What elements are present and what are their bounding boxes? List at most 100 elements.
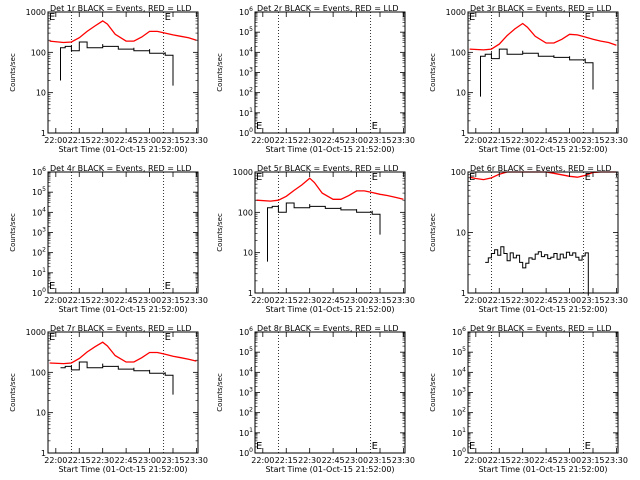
x-tick-label: 22:15 (68, 136, 91, 145)
x-axis-label: Start Time (01-Oct-15 21:52:00) (58, 145, 187, 154)
y-tick-label: 100 (238, 208, 253, 217)
x-tick-label: 22:30 (298, 296, 321, 305)
x-tick-label: 23:30 (185, 136, 208, 145)
x-tick-label: 22:45 (535, 456, 558, 465)
detector-panel: Det 9r BLACK = Events, RED = LLD 100 101 10… (429, 324, 628, 474)
x-tick-label: 22:00 (464, 456, 487, 465)
y-tick-label: 10 (456, 89, 466, 98)
x-tick-label: 23:15 (581, 456, 604, 465)
y-tick-label: 1 (41, 129, 46, 138)
y-axis-label: Counts/sec (9, 373, 17, 412)
x-tick-label: 22:30 (511, 456, 534, 465)
x-tick-label: 22:30 (91, 136, 114, 145)
y-tick-label: 1 (248, 289, 253, 298)
plot-frame (254, 11, 406, 134)
y-tick-label: 103 (239, 67, 253, 78)
y-tick-label: 104 (239, 46, 253, 57)
x-tick-label: 23:15 (161, 456, 184, 465)
panel-title: Det 2r BLACK = Events, RED = LLD (257, 4, 399, 13)
y-tick-label: 1 (461, 289, 466, 298)
y-tick-label: 100 (451, 48, 466, 57)
y-tick-label: 1 (461, 129, 466, 138)
y-tick-label: 101 (239, 107, 253, 118)
plot-frame (467, 171, 619, 294)
y-tick-label: 1000 (233, 168, 253, 177)
plot-frame (254, 171, 406, 294)
y-tick-label: 104 (452, 366, 466, 377)
y-tick-label: 105 (239, 26, 253, 37)
x-tick-label: 22:45 (322, 296, 345, 305)
x-axis-label: Start Time (01-Oct-15 21:52:00) (265, 145, 394, 154)
x-tick-label: 23:00 (558, 456, 581, 465)
x-tick-label: 23:00 (345, 456, 368, 465)
x-tick-label: 22:15 (275, 296, 298, 305)
lld-series-line (469, 22, 617, 51)
y-tick-label: 1000 (446, 8, 466, 17)
event-marker-label: E (256, 121, 262, 132)
x-tick-label: 22:00 (464, 296, 487, 305)
x-tick-label: 22:15 (488, 136, 511, 145)
x-tick-label: 23:00 (558, 136, 581, 145)
detector-panel: Det 5r BLACK = Events, RED = LLD 1 10 100 10… (216, 164, 415, 314)
event-marker-label: E (372, 172, 378, 183)
plot-frame (254, 331, 406, 454)
x-tick-label: 23:00 (558, 296, 581, 305)
y-tick-label: 105 (32, 186, 46, 197)
panel-title: Det 8r BLACK = Events, RED = LLD (257, 324, 399, 333)
x-tick-label: 22:15 (275, 136, 298, 145)
y-tick-label: 102 (239, 407, 253, 418)
x-tick-label: 22:45 (535, 136, 558, 145)
x-tick-label: 23:15 (368, 456, 391, 465)
x-tick-label: 22:45 (115, 456, 138, 465)
x-axis-label: Start Time (01-Oct-15 21:52:00) (265, 305, 394, 314)
y-tick-label: 106 (32, 166, 46, 177)
y-tick-label: 100 (239, 127, 253, 138)
y-tick-label: 105 (239, 346, 253, 357)
event-marker-label: E (372, 441, 378, 452)
detector-panel: Det 4r BLACK = Events, RED = LLD 100 101 10… (9, 164, 208, 314)
x-tick-label: 23:30 (605, 136, 628, 145)
x-tick-label: 23:30 (185, 456, 208, 465)
x-tick-label: 22:00 (464, 136, 487, 145)
plot-frame (467, 331, 619, 454)
y-tick-label: 100 (31, 368, 46, 377)
panel-title: Det 9r BLACK = Events, RED = LLD (470, 324, 612, 333)
y-axis-label: Counts/sec (429, 213, 437, 252)
event-marker-label: E (256, 441, 262, 452)
x-axis-label: Start Time (01-Oct-15 21:52:00) (265, 465, 394, 474)
x-tick-label: 22:30 (91, 296, 114, 305)
x-axis-label: Start Time (01-Oct-15 21:52:00) (58, 305, 187, 314)
y-tick-label: 103 (452, 387, 466, 398)
x-axis-label: Start Time (01-Oct-15 21:52:00) (478, 465, 607, 474)
y-axis-label: Counts/sec (216, 213, 224, 252)
x-tick-label: 23:15 (368, 136, 391, 145)
x-tick-label: 22:00 (44, 456, 67, 465)
x-tick-label: 22:30 (298, 456, 321, 465)
y-tick-label: 101 (239, 427, 253, 438)
x-tick-label: 23:30 (392, 296, 415, 305)
event-marker-label: E (469, 12, 475, 23)
x-axis-label: Start Time (01-Oct-15 21:52:00) (58, 465, 187, 474)
x-tick-label: 23:30 (392, 456, 415, 465)
x-axis-label: Start Time (01-Oct-15 21:52:00) (478, 145, 607, 154)
lld-series-line (49, 341, 197, 365)
y-tick-label: 10 (36, 409, 46, 418)
x-tick-label: 22:00 (44, 296, 67, 305)
panel-title: Det 1r BLACK = Events, RED = LLD (50, 4, 192, 13)
x-tick-label: 23:00 (138, 296, 161, 305)
y-tick-label: 102 (452, 407, 466, 418)
lld-series-line (49, 20, 197, 44)
y-axis-label: Counts/sec (216, 373, 224, 412)
plot-frame (467, 11, 619, 134)
x-tick-label: 22:15 (488, 296, 511, 305)
event-marker-label: E (256, 172, 262, 183)
y-axis-label: Counts/sec (429, 373, 437, 412)
x-axis-label: Start Time (01-Oct-15 21:52:00) (478, 305, 607, 314)
y-axis-label: Counts/sec (9, 213, 17, 252)
plot-frame (47, 171, 199, 294)
x-tick-label: 23:00 (138, 456, 161, 465)
x-tick-label: 22:45 (322, 456, 345, 465)
x-tick-label: 23:30 (392, 136, 415, 145)
y-tick-label: 100 (452, 447, 466, 458)
